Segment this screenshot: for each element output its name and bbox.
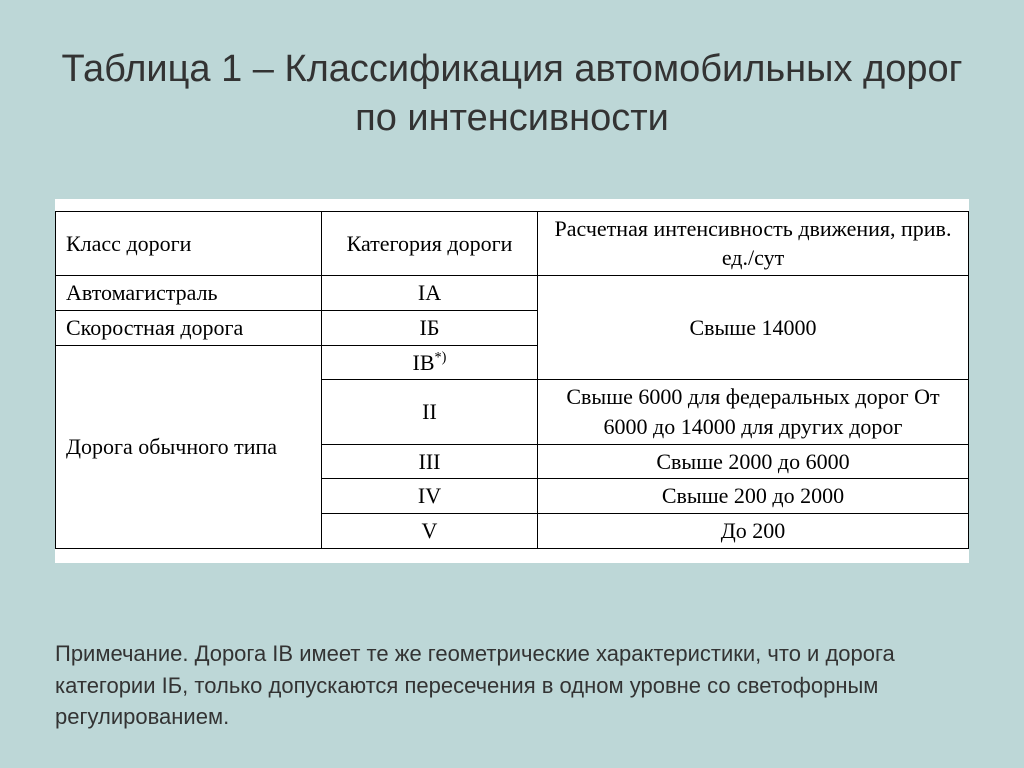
cell-class: Автомагистраль (56, 276, 322, 311)
table-header-row: Класс дороги Категория дороги Расчетная … (56, 211, 969, 275)
cell-intensity: Свыше 14000 (538, 276, 969, 380)
cell-intensity: Свыше 6000 для федеральных дорог От 6000… (538, 380, 969, 444)
cell-category: IА (322, 276, 538, 311)
cell-category: V (322, 513, 538, 548)
table-row: Автомагистраль IА Свыше 14000 (56, 276, 969, 311)
slide-title: Таблица 1 – Классификация автомобильных … (55, 45, 969, 144)
cell-intensity: До 200 (538, 513, 969, 548)
slide: Таблица 1 – Классификация автомобильных … (0, 0, 1024, 768)
header-category: Категория дороги (322, 211, 538, 275)
cell-category-ib: IВ*) (322, 345, 538, 380)
cell-intensity: Свыше 2000 до 6000 (538, 444, 969, 479)
cell-category: IБ (322, 310, 538, 345)
cell-intensity: Свыше 200 до 2000 (538, 479, 969, 514)
cell-class: Скоростная дорога (56, 310, 322, 345)
table-container: Класс дороги Категория дороги Расчетная … (55, 199, 969, 563)
cell-category: III (322, 444, 538, 479)
header-class: Класс дороги (56, 211, 322, 275)
cell-class: Дорога обычного типа (56, 345, 322, 548)
cell-category: II (322, 380, 538, 444)
classification-table: Класс дороги Категория дороги Расчетная … (55, 211, 969, 549)
header-intensity: Расчетная интенсивность движения, прив. … (538, 211, 969, 275)
footnote: Примечание. Дорога IВ имеет те же геомет… (55, 638, 969, 734)
cell-category: IV (322, 479, 538, 514)
